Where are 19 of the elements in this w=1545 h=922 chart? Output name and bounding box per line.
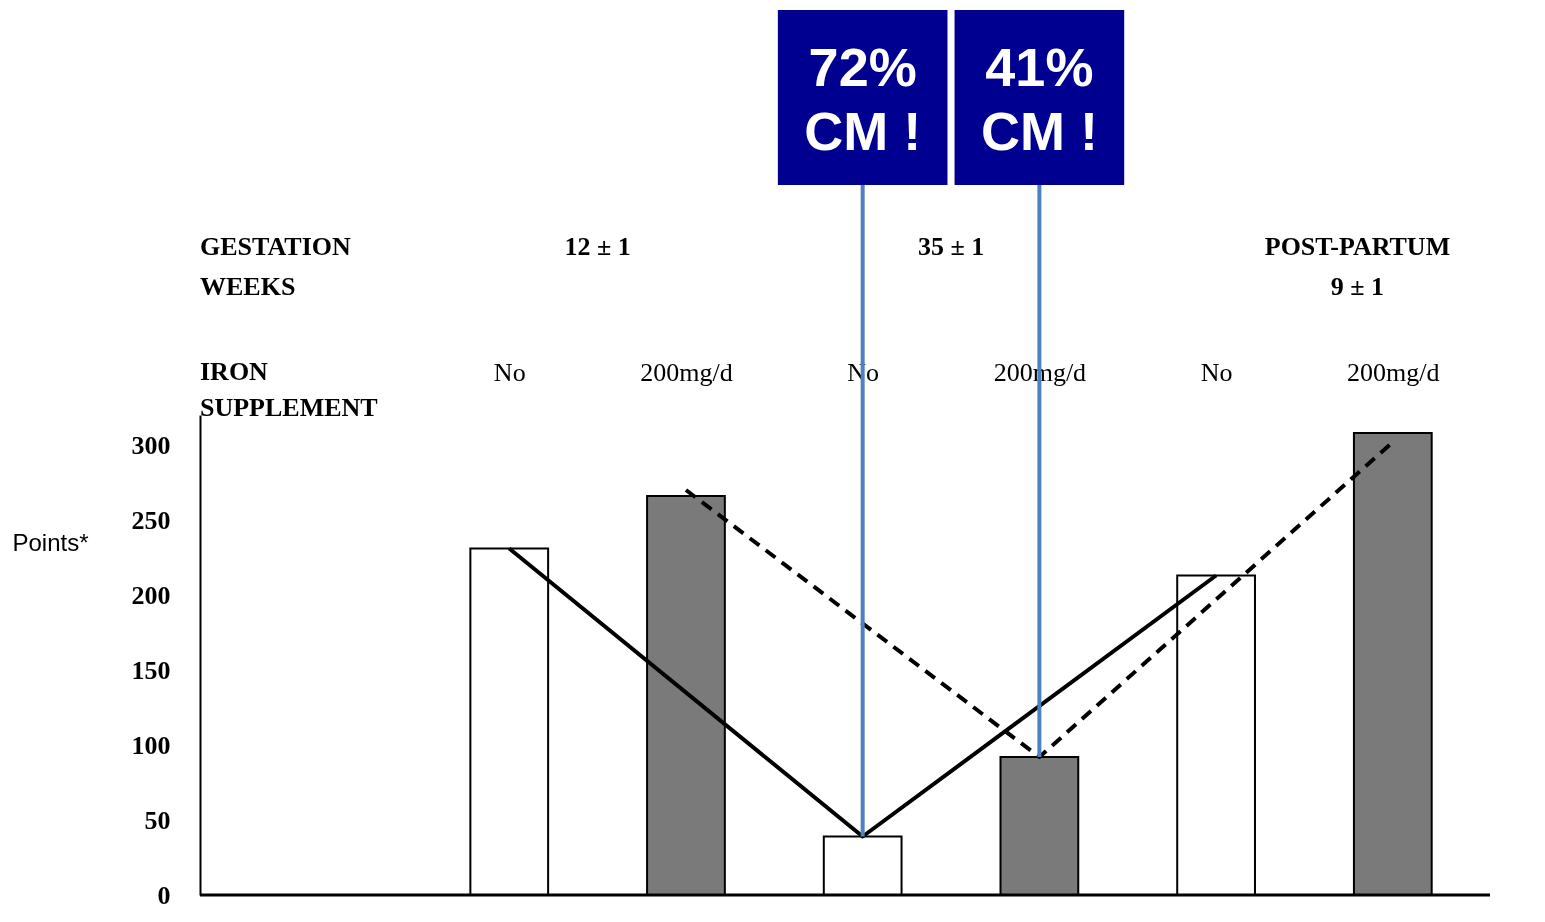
x-tick-label: 200mg/d	[640, 357, 733, 387]
text: 12 ± 1	[564, 232, 631, 261]
y-tick-label: 150	[131, 655, 171, 685]
text: 41% CM !	[980, 37, 1098, 161]
y-tick-label: 250	[131, 505, 171, 535]
x-axis-title: IRON SUPPLEMENT	[200, 357, 378, 422]
text: POST-PARTUM 9 ± 1	[1264, 232, 1451, 301]
text: 72% CM !	[804, 37, 922, 161]
y-tick-label: 200	[131, 580, 171, 610]
y-tick-label: 100	[131, 730, 171, 760]
text: 35 ± 1	[917, 232, 985, 261]
y-tick-label: 0	[157, 880, 171, 910]
x-tick-label: No	[1200, 357, 1233, 387]
y-axis-title: Points*	[12, 528, 89, 556]
x-tick-label: No	[493, 357, 526, 387]
y-tick-label: 50	[144, 805, 171, 835]
y-tick-label: 300	[131, 430, 171, 460]
text: GESTATION WEEKS	[200, 232, 351, 301]
x-tick-label: 200mg/d	[1347, 357, 1440, 387]
